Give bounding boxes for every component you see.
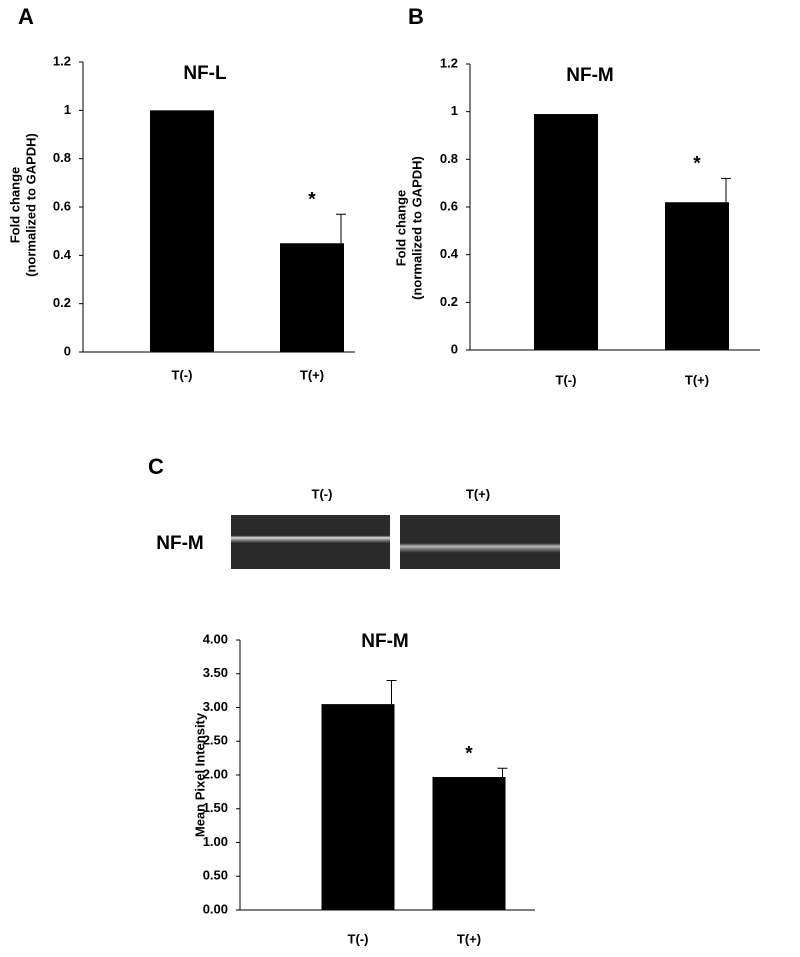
bar xyxy=(321,704,395,910)
y-tick-label: 0.2 xyxy=(53,295,71,310)
y-tick-label: 1.2 xyxy=(53,53,71,68)
y-tick-label: 0.2 xyxy=(440,294,458,309)
y-tick-label: 1.00 xyxy=(203,834,228,849)
y-tick-label: 1 xyxy=(451,103,458,118)
chart-title: NF-M xyxy=(361,631,408,652)
significance-marker: * xyxy=(308,189,316,210)
blot-lane-label: T(-) xyxy=(312,486,333,501)
blot-lane-label: T(+) xyxy=(466,486,490,501)
y-axis-label: (normalized to GAPDH) xyxy=(409,156,424,300)
y-tick-label: 1.50 xyxy=(203,800,228,815)
x-tick-label: T(+) xyxy=(685,372,709,387)
significance-marker: * xyxy=(465,743,473,764)
y-tick-label: 0.6 xyxy=(53,198,71,213)
y-tick-label: 3.50 xyxy=(203,665,228,680)
y-tick-label: 0.00 xyxy=(203,901,228,916)
chart-title: NF-L xyxy=(183,63,227,84)
y-tick-label: 1 xyxy=(64,102,71,117)
y-tick-label: 2.50 xyxy=(203,733,228,748)
y-tick-label: 0 xyxy=(451,341,458,356)
x-tick-label: T(+) xyxy=(457,931,481,946)
x-tick-label: T(-) xyxy=(556,372,577,387)
y-tick-label: 0.50 xyxy=(203,868,228,883)
y-axis-label: Fold change xyxy=(393,190,408,267)
bar xyxy=(432,777,506,910)
bar xyxy=(534,114,598,350)
y-tick-label: 4.00 xyxy=(203,631,228,646)
y-tick-label: 0.8 xyxy=(53,150,71,165)
panel-label: C xyxy=(148,454,164,479)
chart-title: NF-M xyxy=(566,65,613,86)
y-tick-label: 0.4 xyxy=(53,247,72,262)
y-tick-label: 0.6 xyxy=(440,198,458,213)
y-tick-label: 3.00 xyxy=(203,699,228,714)
x-tick-label: T(-) xyxy=(172,367,193,382)
bar xyxy=(665,202,729,350)
panel-label: A xyxy=(18,4,34,29)
y-tick-label: 1.2 xyxy=(440,55,458,70)
y-tick-label: 2.00 xyxy=(203,766,228,781)
y-axis-label: Fold change xyxy=(7,167,22,244)
blot-lane xyxy=(400,515,560,569)
blot-label: NF-M xyxy=(156,533,203,554)
y-tick-label: 0.8 xyxy=(440,151,458,166)
blot-lane xyxy=(231,515,390,569)
significance-marker: * xyxy=(693,153,701,174)
y-tick-label: 0 xyxy=(64,343,71,358)
x-tick-label: T(+) xyxy=(300,367,324,382)
y-tick-label: 0.4 xyxy=(440,246,459,261)
bar xyxy=(150,110,214,352)
panel-label: B xyxy=(408,4,424,29)
y-axis-label: Mean Pixel Intensity xyxy=(192,712,207,837)
x-tick-label: T(-) xyxy=(348,931,369,946)
y-axis-label: (normalized to GAPDH) xyxy=(23,133,38,277)
bar xyxy=(280,243,344,352)
